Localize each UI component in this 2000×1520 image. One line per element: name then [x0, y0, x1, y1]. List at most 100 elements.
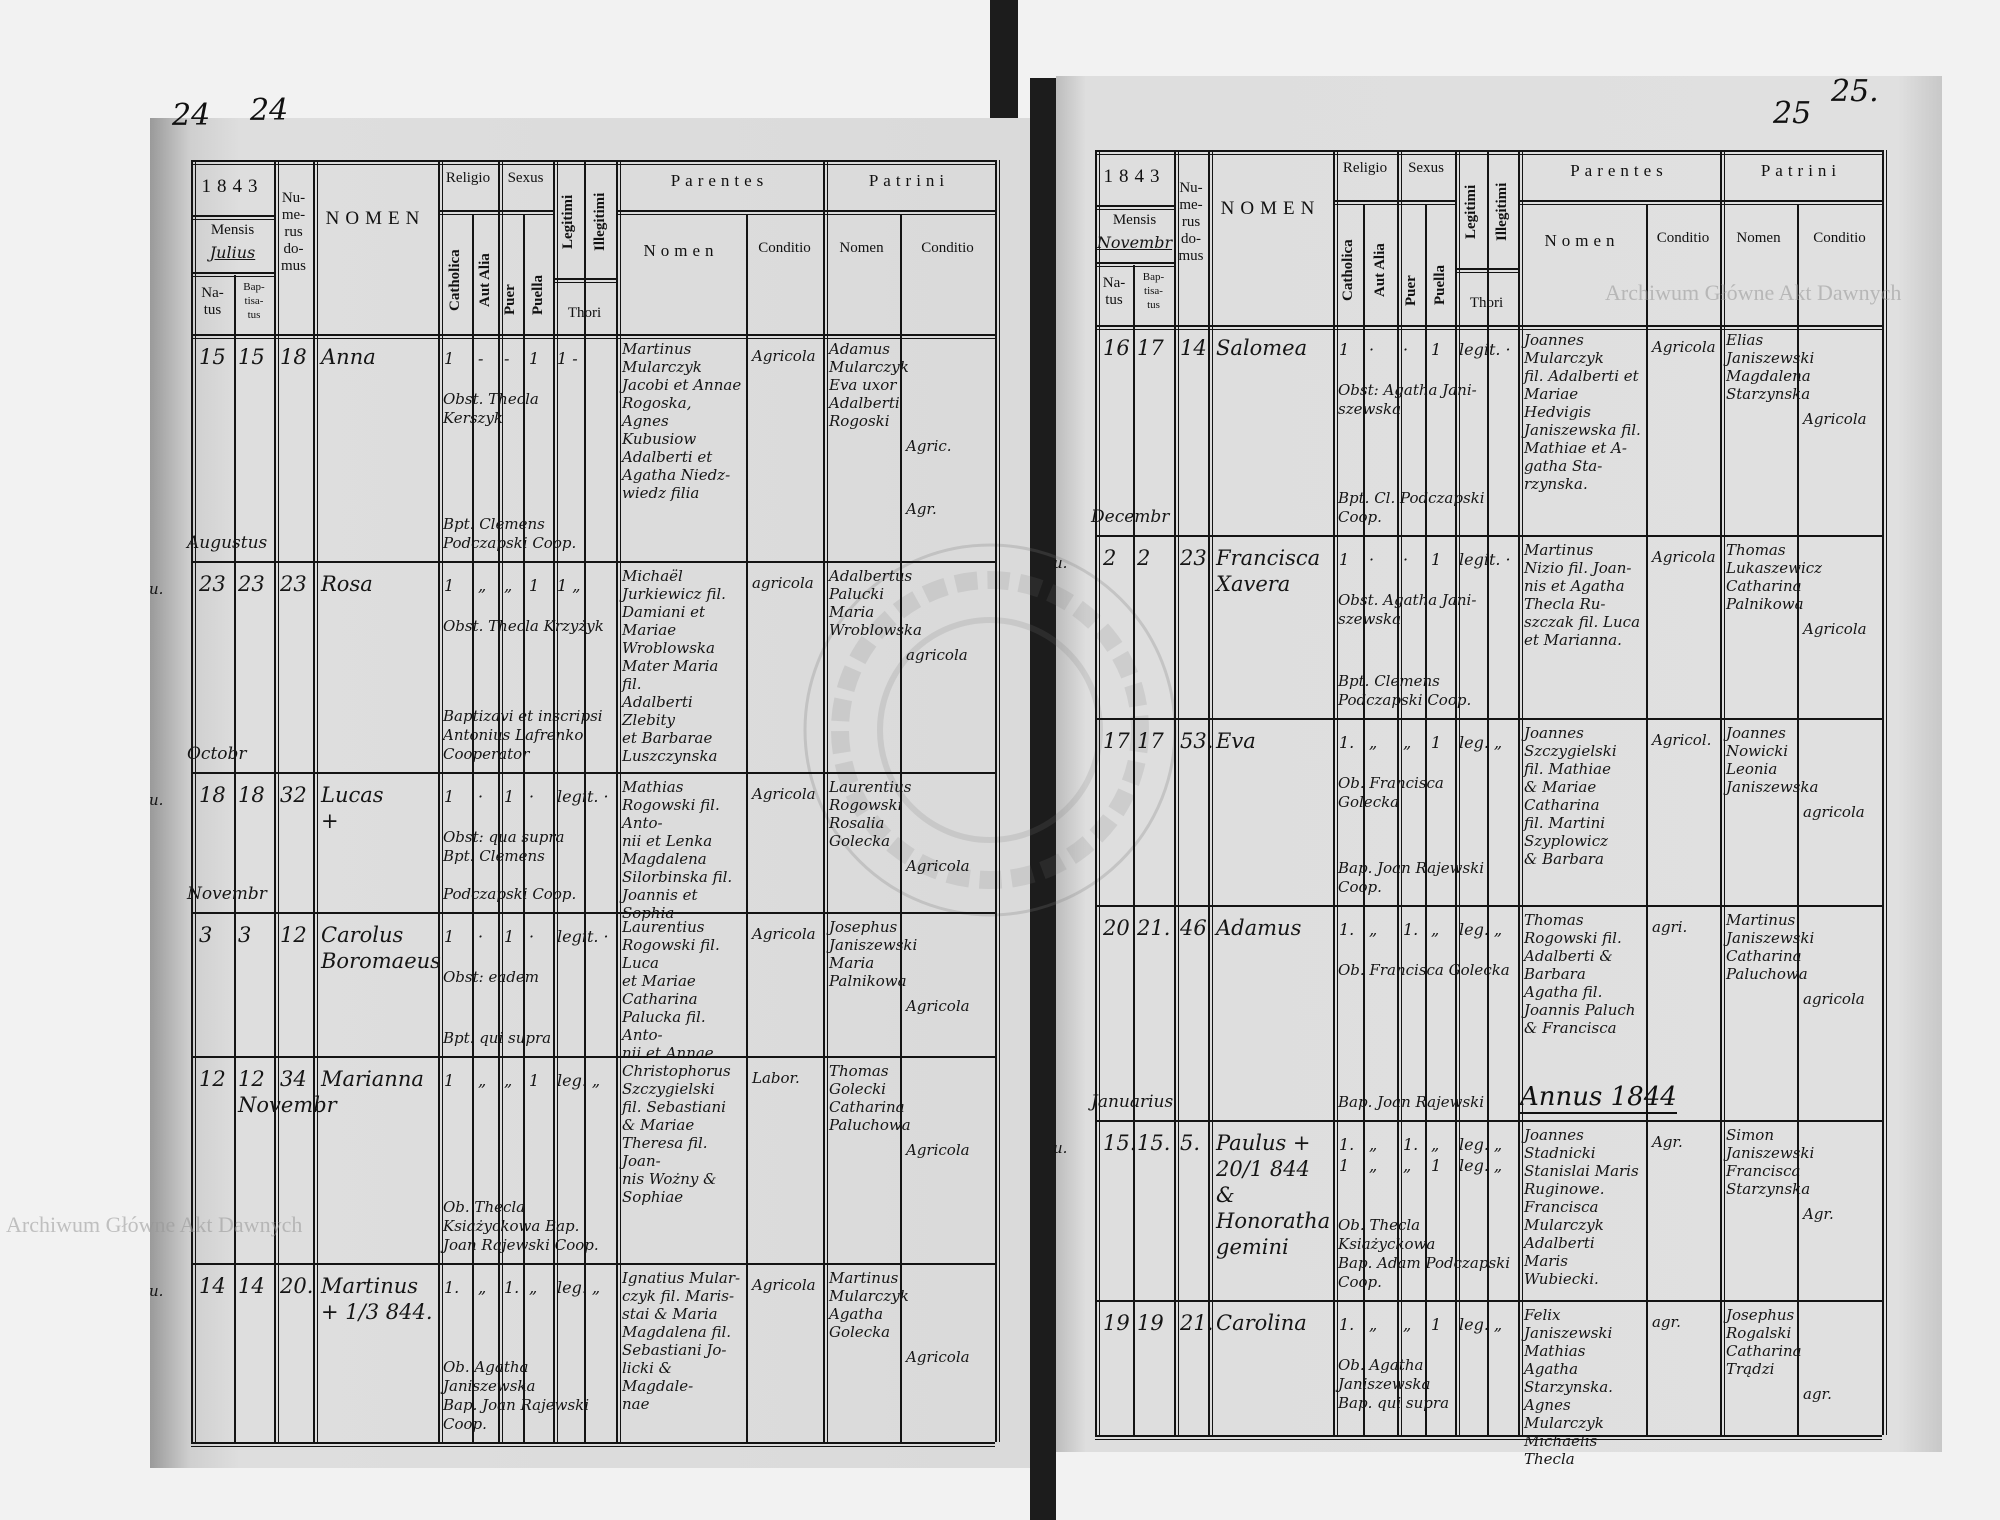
baptizer-note: Ob. Thecla Ksiażyckowa Bap. Joan Rajewsk…: [443, 1198, 599, 1254]
baptizer-note: Podczapski Coop.: [443, 885, 577, 903]
mensis-label: Mensis: [210, 222, 255, 238]
column-line: [1397, 150, 1399, 1435]
rule-line: [191, 272, 274, 274]
religio-label: Religio: [1342, 160, 1388, 176]
status-mark: 1: [444, 576, 455, 595]
baptizer-note: Bpt. qui supra: [443, 1029, 552, 1047]
patrini-label: Patrini: [1760, 161, 1842, 180]
house-number: 12: [280, 923, 307, 947]
legitimacy-marks: leg. leg. „ „: [1459, 1134, 1502, 1176]
baptisatus-day: 12 Novembr: [238, 1067, 337, 1117]
natus-day: 2: [1103, 546, 1117, 570]
column-line: [900, 215, 902, 1442]
godparents-condition: Agricola: [906, 857, 970, 875]
legitimi-mark: legit.: [557, 787, 599, 806]
status-mark: 1: [504, 787, 515, 806]
left-page: 24 24: [150, 93, 1032, 1468]
godparents-condition: Agricola: [906, 1141, 970, 1159]
parents-condition: Agricol.: [1652, 731, 1712, 749]
column-line: [502, 160, 503, 1442]
puella-label: Puella: [1432, 265, 1448, 306]
parents-condition: agri.: [1652, 918, 1688, 936]
column-line: [1212, 150, 1213, 1435]
house-number: 23: [280, 572, 307, 596]
godparents-names: Laurentius Rogowski Rosalia Golecka: [829, 778, 912, 850]
rule-line: [616, 214, 823, 215]
column-line: [472, 215, 474, 1442]
parents-names: Ignatius Mular- czyk fil. Maris- stai & …: [622, 1269, 741, 1413]
legitimacy-marks: leg. „: [1459, 732, 1502, 753]
rule-line: [1095, 1439, 1882, 1440]
legitimacy-marks: leg. „: [1459, 1314, 1502, 1335]
column-line: [746, 215, 748, 1442]
column-line: [1099, 150, 1100, 1435]
rule-line: [438, 210, 498, 212]
child-name: Francisca Xavera: [1216, 546, 1321, 596]
status-mark: ·: [478, 927, 484, 946]
numerus-domus-label: Nu- me- rus do- mus: [1178, 180, 1204, 264]
rule-line: [1455, 268, 1518, 270]
column-line: [1333, 150, 1335, 1435]
column-line: [827, 160, 828, 1442]
obstetrix-note: Obst: qua supra Bpt. Clemens: [443, 828, 565, 865]
legitimi-mark: legit.: [1459, 550, 1501, 569]
rule-line: [191, 338, 995, 339]
status-mark: 1: [444, 349, 455, 368]
month-label: Novembr: [1096, 233, 1173, 252]
column-line: [317, 160, 318, 1442]
child-name: Paulus + 20/1 844 & Honoratha gemini: [1216, 1131, 1331, 1259]
godparents-names: Martinus Mularczyk Agatha Golecka: [829, 1269, 909, 1341]
parents-names: Martinus Nizio fil. Joan- nis et Agatha …: [1524, 541, 1641, 649]
rule-line: [1518, 200, 1720, 202]
column-line: [498, 160, 500, 1442]
legitimi-mark: leg.: [1459, 920, 1489, 939]
natus-day: 19: [1103, 1311, 1130, 1335]
baptisatus-day: 17: [1137, 729, 1164, 753]
legitimi-mark: leg. leg.: [1459, 1135, 1489, 1175]
illegitimi-mark: „: [591, 1278, 601, 1297]
godparents-condition: Agricola: [906, 997, 970, 1015]
rule-line: [1518, 204, 1720, 205]
status-mark: ·: [1369, 340, 1375, 359]
parentes-label: Parentes: [670, 171, 769, 190]
parentes-conditio-label: Conditio: [758, 240, 811, 256]
house-number: 5.: [1180, 1131, 1201, 1155]
rule-line: [1095, 535, 1882, 537]
status-mark: „: [504, 576, 513, 595]
illegitimi-mark: ·: [1505, 550, 1511, 569]
page-number: 24: [250, 93, 289, 128]
column-line: [616, 160, 618, 1442]
baptizer-note: Bap. Joan Rajewski Coop.: [1338, 859, 1485, 896]
nomen-label: NOMEN: [325, 208, 426, 229]
status-mark: „: [1369, 733, 1378, 752]
column-line: [234, 275, 236, 1442]
legitimacy-marks: leg. „: [1459, 919, 1502, 940]
godparents-condition: agricola: [906, 646, 968, 664]
illegitimi-mark: „ „: [1493, 1135, 1503, 1175]
legitimi-mark: 1: [557, 349, 568, 368]
godparents-condition: Agricola: [906, 1348, 970, 1366]
column-line: [1724, 150, 1725, 1435]
godparents-names: Elias Janiszewski Magdalena Starzynska: [1726, 331, 1815, 403]
column-line: [1522, 150, 1523, 1435]
sexus-label: Sexus: [1408, 160, 1444, 176]
godparents-condition: Agr.: [1803, 1205, 1834, 1223]
godparents-names: Martinus Janiszewski Catharina Paluchowa: [1726, 911, 1815, 983]
status-mark: „: [478, 1071, 487, 1090]
status-mark: -: [504, 349, 510, 368]
status-mark: 1.: [1339, 733, 1355, 752]
house-number: 53.: [1180, 729, 1214, 753]
natus-day: 18: [199, 783, 226, 807]
legitimi-mark: legit.: [557, 927, 599, 946]
house-number: 23: [1180, 546, 1207, 570]
status-mark: ·: [529, 927, 535, 946]
house-number: 20.: [280, 1274, 314, 1298]
page-number: 25.: [1831, 74, 1879, 109]
parents-names: Laurentius Rogowski fil. Luca et Mariae …: [622, 918, 720, 1062]
column-line: [1133, 265, 1135, 1435]
status-mark: ·: [1403, 340, 1409, 359]
godparents-condition: Agric. Agr.: [906, 437, 952, 518]
rule-line: [1095, 1120, 1882, 1122]
column-line: [438, 160, 440, 1442]
legitimacy-marks: 1-: [557, 348, 578, 369]
